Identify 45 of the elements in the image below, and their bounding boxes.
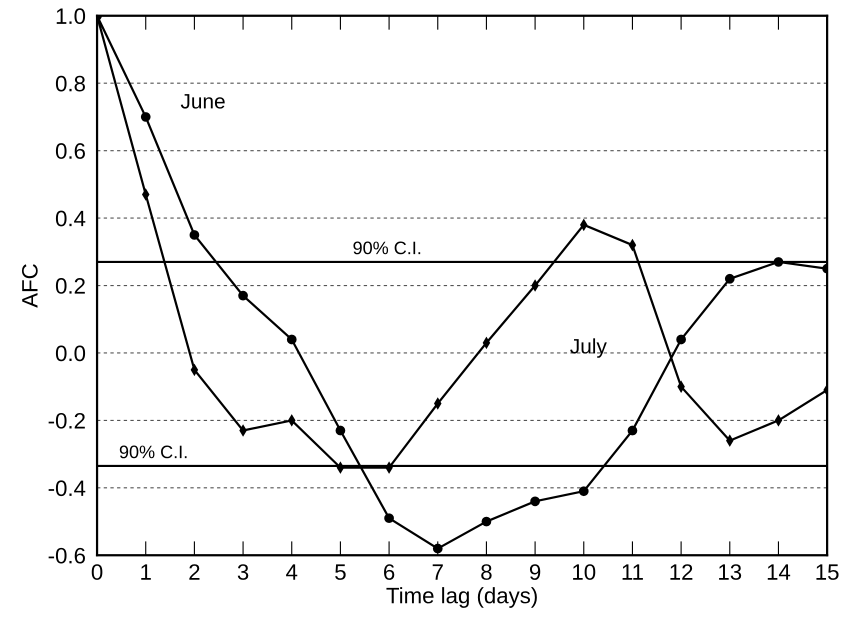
point bbox=[724, 274, 735, 284]
x-tick-label: 1 bbox=[141, 564, 151, 580]
y-tick-label: -0.6 bbox=[48, 548, 85, 564]
y-tick-label: -0.4 bbox=[48, 480, 86, 496]
point bbox=[628, 426, 638, 436]
y-tick-label: 0.0 bbox=[56, 346, 86, 362]
y-axis-title: AFC bbox=[22, 264, 38, 308]
point bbox=[384, 513, 394, 524]
text: July bbox=[570, 338, 607, 358]
x-tick-label: 2 bbox=[189, 564, 200, 580]
point bbox=[432, 544, 443, 554]
point bbox=[578, 486, 589, 496]
point bbox=[530, 496, 540, 506]
x-tick-label: 11 bbox=[622, 564, 643, 580]
x-tick-label: 9 bbox=[530, 564, 540, 580]
y-tick-label: 0.8 bbox=[56, 76, 85, 92]
y-tick-label: 0.6 bbox=[56, 143, 85, 159]
y-tick-label: 1.0 bbox=[56, 8, 86, 24]
x-tick-label: 5 bbox=[335, 564, 346, 580]
point bbox=[336, 426, 346, 436]
y-tick-label: 0.4 bbox=[56, 210, 86, 226]
point bbox=[238, 290, 248, 301]
point bbox=[676, 334, 686, 344]
ref-line-label: 90% C.I. bbox=[120, 446, 187, 458]
x-tick-label: 15 bbox=[816, 564, 839, 580]
y-tick-label: -0.2 bbox=[48, 412, 85, 429]
x-tick-label: 10 bbox=[573, 564, 596, 580]
x-tick-label: 6 bbox=[384, 564, 394, 580]
point bbox=[140, 112, 151, 122]
point bbox=[190, 230, 200, 240]
x-tick-label: 3 bbox=[238, 564, 248, 580]
x-tick-label: 4 bbox=[286, 564, 298, 580]
point bbox=[286, 334, 297, 344]
x-tick-label: 8 bbox=[481, 564, 492, 580]
x-tick-label: 14 bbox=[768, 564, 790, 580]
x-tick-label: 12 bbox=[670, 564, 692, 580]
x-tick-label: 0 bbox=[92, 564, 102, 580]
x-tick-label: 13 bbox=[719, 564, 742, 580]
point bbox=[482, 516, 492, 526]
x-axis-title: Time lag (days) bbox=[386, 587, 537, 608]
ref-line-label: 90% C.I. bbox=[353, 242, 420, 254]
x-tick-label: 7 bbox=[432, 564, 443, 580]
y-tick-label: 0.2 bbox=[56, 278, 85, 294]
series-label: June bbox=[180, 94, 225, 109]
point bbox=[774, 257, 784, 267]
